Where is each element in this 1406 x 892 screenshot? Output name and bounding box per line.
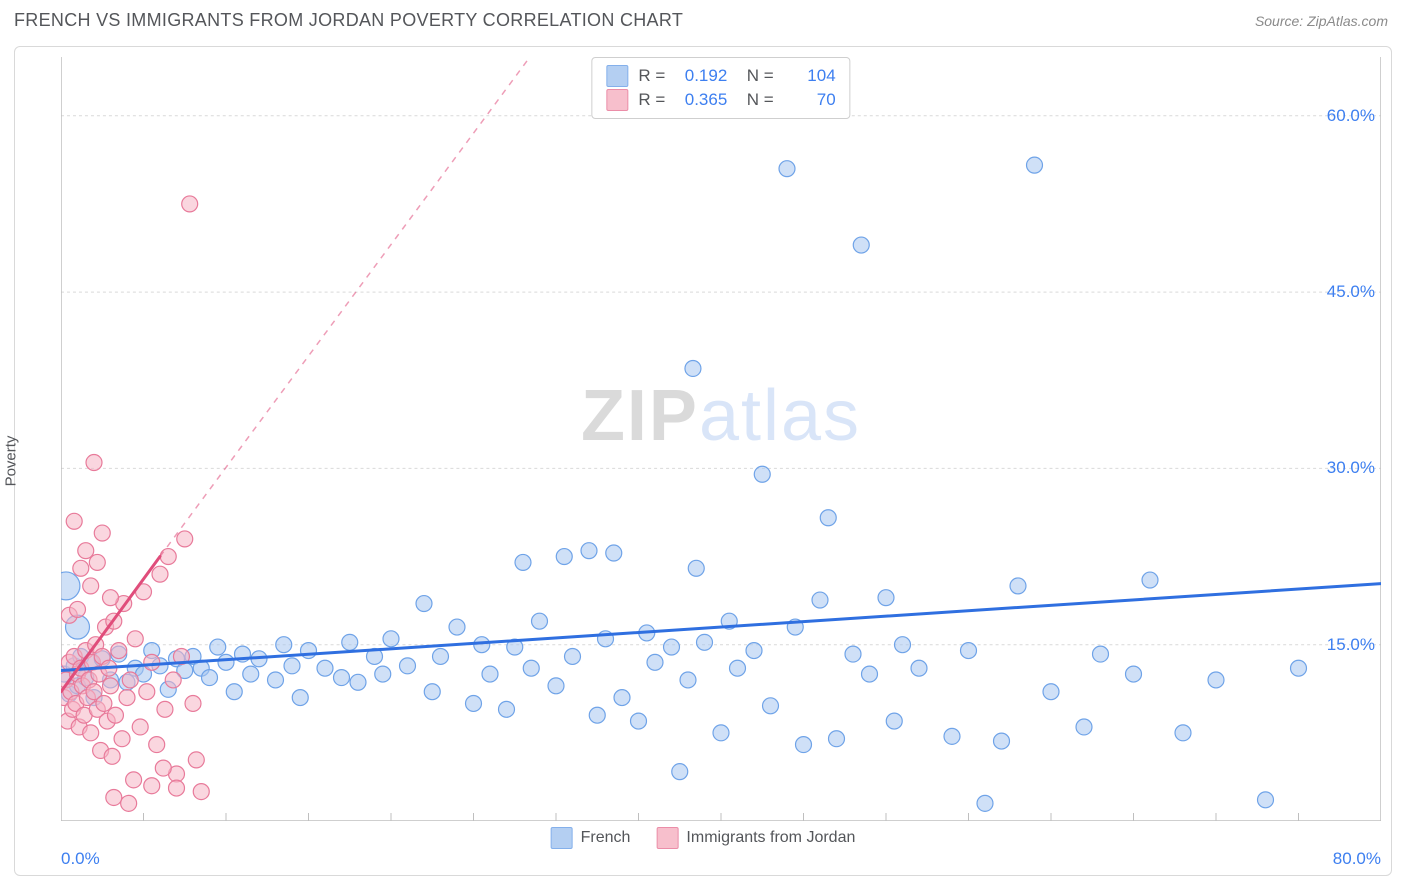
correlation-row: R = 0.365 N = 70 <box>606 88 835 112</box>
n-value: 70 <box>784 88 836 112</box>
y-tick-label: 15.0% <box>1321 635 1375 655</box>
legend-swatch <box>606 65 628 87</box>
x-tick-label: 80.0% <box>1333 849 1381 869</box>
y-tick-label: 60.0% <box>1321 106 1375 126</box>
legend-label: Immigrants from Jordan <box>686 829 855 847</box>
y-axis-label: Poverty <box>3 436 20 487</box>
legend-swatch <box>656 827 678 849</box>
r-value: 0.365 <box>675 88 727 112</box>
chart-container: Poverty ZIPatlas R =0.192 N =104R =0.365… <box>14 46 1392 876</box>
x-tick-label: 0.0% <box>61 849 100 869</box>
chart-header: FRENCH VS IMMIGRANTS FROM JORDAN POVERTY… <box>0 0 1406 37</box>
series-legend: French Immigrants from Jordan <box>551 827 856 849</box>
legend-label: French <box>581 829 631 847</box>
n-label: N = <box>737 88 773 112</box>
chart-source: Source: ZipAtlas.com <box>1255 13 1388 29</box>
y-tick-label: 30.0% <box>1321 458 1375 478</box>
r-label: R = <box>638 88 665 112</box>
n-value: 104 <box>784 64 836 88</box>
plot-svg <box>61 57 1381 821</box>
legend-swatch <box>606 89 628 111</box>
r-value: 0.192 <box>675 64 727 88</box>
r-label: R = <box>638 64 665 88</box>
correlation-row: R = 0.192 N = 104 <box>606 64 835 88</box>
plot-area: ZIPatlas R =0.192 N =104R =0.365 N =70 1… <box>61 57 1381 821</box>
correlation-legend: R = 0.192 N = 104 R = 0.365 N = 70 <box>591 57 850 119</box>
legend-item: Immigrants from Jordan <box>656 827 855 849</box>
y-tick-label: 45.0% <box>1321 282 1375 302</box>
legend-item: French <box>551 827 631 849</box>
n-label: N = <box>737 64 773 88</box>
legend-swatch <box>551 827 573 849</box>
chart-title: FRENCH VS IMMIGRANTS FROM JORDAN POVERTY… <box>14 10 683 31</box>
